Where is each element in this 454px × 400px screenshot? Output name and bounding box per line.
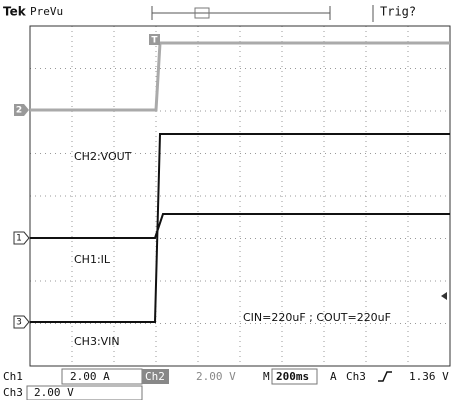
graticule-frame — [29, 25, 451, 367]
trigger-marker: T — [151, 36, 158, 46]
label-ch3: CH3:VIN — [74, 335, 120, 348]
trigger-level-arrow — [441, 292, 447, 300]
trigger-status: Trig? — [380, 5, 416, 19]
ch3-name: Ch3 — [3, 386, 23, 399]
mode: PreVu — [30, 5, 63, 18]
timebase-value: 200ms — [276, 370, 309, 383]
ch3-box — [26, 385, 143, 400]
label-ch2: CH2:VOUT — [74, 150, 132, 163]
trigger-marker-box — [149, 34, 160, 45]
label-capacitors: CIN=220uF ; COUT=220uF — [243, 311, 391, 324]
timebase-prefix: M — [263, 370, 270, 383]
ch2-name-box — [142, 369, 169, 384]
ch1-marker: 1 — [16, 234, 22, 244]
timebase-box — [271, 368, 318, 385]
ch2-name: Ch2 — [145, 370, 165, 383]
trigger-source: Ch3 — [346, 370, 366, 383]
trigger-slope-icon — [378, 371, 392, 382]
ch2-scale: 2.00 V — [196, 370, 236, 383]
ch1-name: Ch1 — [3, 370, 23, 383]
ch3-scale: 2.00 V — [34, 386, 74, 399]
graticule — [30, 26, 450, 366]
ch2-marker-shape — [14, 104, 29, 116]
trigger-level: 1.36 V — [409, 370, 449, 383]
brand: Tek — [3, 5, 27, 19]
ch1-scale: 2.00 A — [70, 370, 110, 383]
trigger-mode: A — [330, 370, 337, 383]
record-bracket — [151, 6, 331, 20]
trace-ch1 — [30, 213, 450, 239]
ch1-marker-shape — [13, 231, 30, 245]
record-window — [194, 7, 210, 19]
label-ch1: CH1:IL — [74, 253, 111, 266]
ch3-marker-shape — [13, 315, 30, 329]
ch2-marker: 2 — [16, 106, 22, 116]
ch3-marker: 3 — [16, 318, 22, 328]
trace-ch2-gray — [30, 41, 450, 112]
